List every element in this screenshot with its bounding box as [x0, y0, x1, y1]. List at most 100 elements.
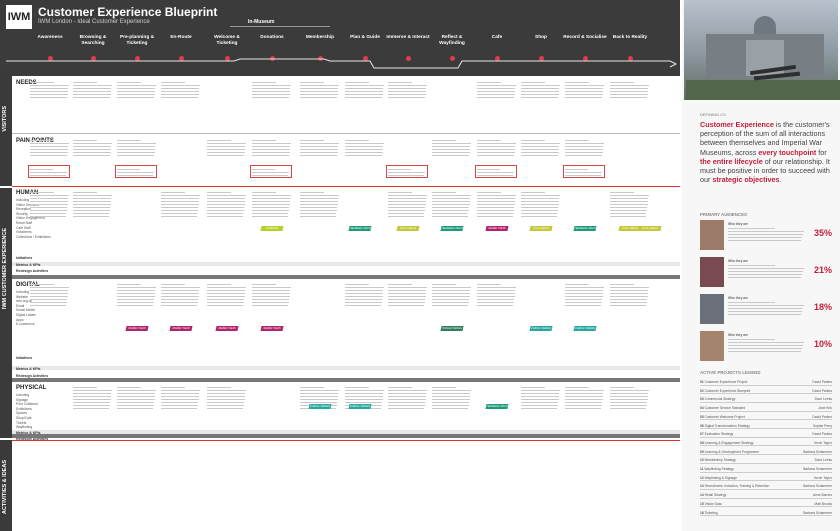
text-line [30, 143, 69, 144]
text-line [521, 198, 560, 199]
text-line [30, 204, 68, 205]
text-line [161, 192, 185, 193]
text-line [207, 195, 246, 196]
text-line [252, 91, 290, 92]
text-line [388, 192, 412, 193]
text-line [161, 82, 185, 83]
legend-project: Customer Experience Project [704, 380, 748, 384]
text-line [728, 339, 775, 340]
text-line [728, 240, 802, 241]
text-line [477, 143, 516, 144]
audience-photo [700, 294, 724, 324]
legend-project: Wayfinding & Signage [704, 475, 737, 480]
blueprint-cell [477, 190, 517, 219]
text-line [207, 210, 244, 211]
legend-number: 01 [700, 380, 704, 384]
text-line [728, 237, 803, 238]
text-line [207, 198, 246, 199]
text-line [117, 82, 141, 83]
text-line [207, 302, 244, 303]
blueprint-cell [565, 282, 605, 308]
text-line [117, 390, 156, 391]
text-line [300, 88, 339, 89]
text-line [565, 402, 603, 403]
text-line [30, 210, 67, 211]
legend-project: Recruitment, Induction, Training & Reten… [704, 484, 770, 489]
text-line [117, 393, 156, 394]
text-line [610, 399, 648, 400]
text-line [388, 393, 427, 394]
text-line [477, 284, 501, 285]
text-line [345, 290, 384, 291]
text-line [610, 293, 648, 294]
text-line [610, 88, 649, 89]
text-line [161, 94, 199, 95]
blueprint-cell [610, 282, 650, 308]
text-line [432, 149, 470, 150]
text-line [345, 155, 383, 156]
text-line [300, 390, 339, 391]
text-line [610, 213, 647, 214]
text-line [30, 152, 68, 153]
text-line [610, 402, 648, 403]
legend-row: 09 Learning & Development Programme Barba… [700, 450, 832, 456]
text-line [521, 213, 558, 214]
stage-marker-icon [583, 56, 588, 61]
in-museum-bracket [230, 26, 330, 27]
text-line [565, 299, 603, 300]
text-line [252, 94, 290, 95]
text-line [388, 94, 426, 95]
text-line [117, 387, 141, 388]
text-line [117, 402, 155, 403]
persona-tag: Hardware Need [573, 226, 597, 231]
text-line [565, 287, 604, 288]
text-line [477, 172, 514, 173]
persona-tag: Hardware Need [485, 404, 509, 409]
text-line [300, 82, 324, 83]
text-line [477, 201, 515, 202]
text-line [207, 216, 243, 217]
text-line [521, 97, 559, 98]
text-line [477, 287, 516, 288]
text-line [207, 146, 246, 147]
text-line [345, 302, 382, 303]
text-line [300, 195, 339, 196]
legend-number: 06 [700, 423, 704, 428]
blueprint-cell [521, 385, 561, 411]
text-line [477, 169, 500, 170]
persona-tag: School Visitors [440, 326, 464, 331]
persona-tag: Core Values [638, 226, 662, 231]
text-line [477, 91, 515, 92]
text-line [521, 402, 559, 403]
text-line [161, 198, 200, 199]
persona-tag: Culture Visitors [573, 326, 597, 331]
text-line [73, 88, 112, 89]
text-line [388, 296, 426, 297]
text-line [161, 299, 199, 300]
text-line [432, 207, 470, 208]
text-line [252, 85, 291, 86]
text-line [388, 201, 426, 202]
text-line [345, 82, 369, 83]
legend-number: 05 [700, 414, 704, 419]
text-line [252, 82, 276, 83]
text-line [610, 94, 648, 95]
text-line [161, 88, 200, 89]
stage-label: Browsing & Searching [79, 35, 107, 46]
text-line [300, 210, 337, 211]
legend-project: Visitor Data [704, 501, 722, 506]
text-line [728, 268, 804, 269]
text-line [728, 271, 803, 272]
legend-project: Membership Strategy [704, 458, 736, 463]
text-line [477, 305, 514, 306]
blueprint-cell [207, 190, 247, 219]
text-line [728, 305, 804, 306]
text-line [73, 408, 110, 409]
text-line [73, 213, 110, 214]
text-line [477, 204, 515, 205]
text-line [432, 213, 469, 214]
legend-row: 05 Customer Welcome Project David Parkes [700, 415, 832, 421]
text-line [432, 296, 470, 297]
blueprint-cell [477, 80, 517, 100]
audience-label: Who they are [728, 296, 749, 300]
